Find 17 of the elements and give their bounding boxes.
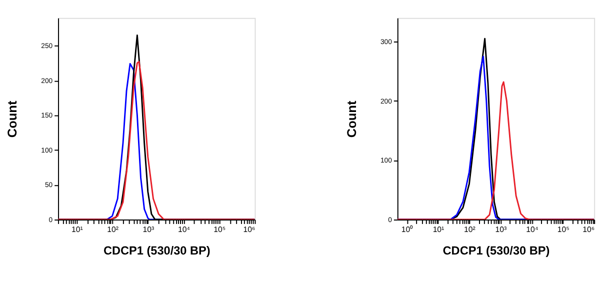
x-tick-label: 10² bbox=[464, 224, 476, 234]
x-tick-label: 10⁴ bbox=[526, 224, 538, 234]
x-tick-label: 10⁴ bbox=[178, 224, 190, 234]
y-axis-title: Count bbox=[4, 100, 20, 138]
y-axis-title: Count bbox=[344, 100, 359, 138]
x-tick-label: 10⁰ bbox=[401, 224, 414, 234]
x-tick-label: 10⁶ bbox=[243, 224, 256, 234]
x-tick-label: 10² bbox=[107, 224, 119, 234]
x-tick-label: 10⁵ bbox=[557, 224, 570, 234]
x-tick-label: 10³ bbox=[495, 224, 507, 234]
x-tick-label: 10⁵ bbox=[214, 224, 226, 234]
x-axis-title: CDCP1 (530/30 BP) bbox=[442, 243, 550, 258]
x-tick-label: 10¹ bbox=[432, 224, 445, 234]
x-tick-label: 10¹ bbox=[71, 224, 84, 234]
x-axis-title: CDCP1 (530/30 BP) bbox=[103, 243, 210, 258]
x-tick-label: 10⁶ bbox=[582, 224, 595, 234]
x-tick-label: 10³ bbox=[142, 224, 154, 234]
